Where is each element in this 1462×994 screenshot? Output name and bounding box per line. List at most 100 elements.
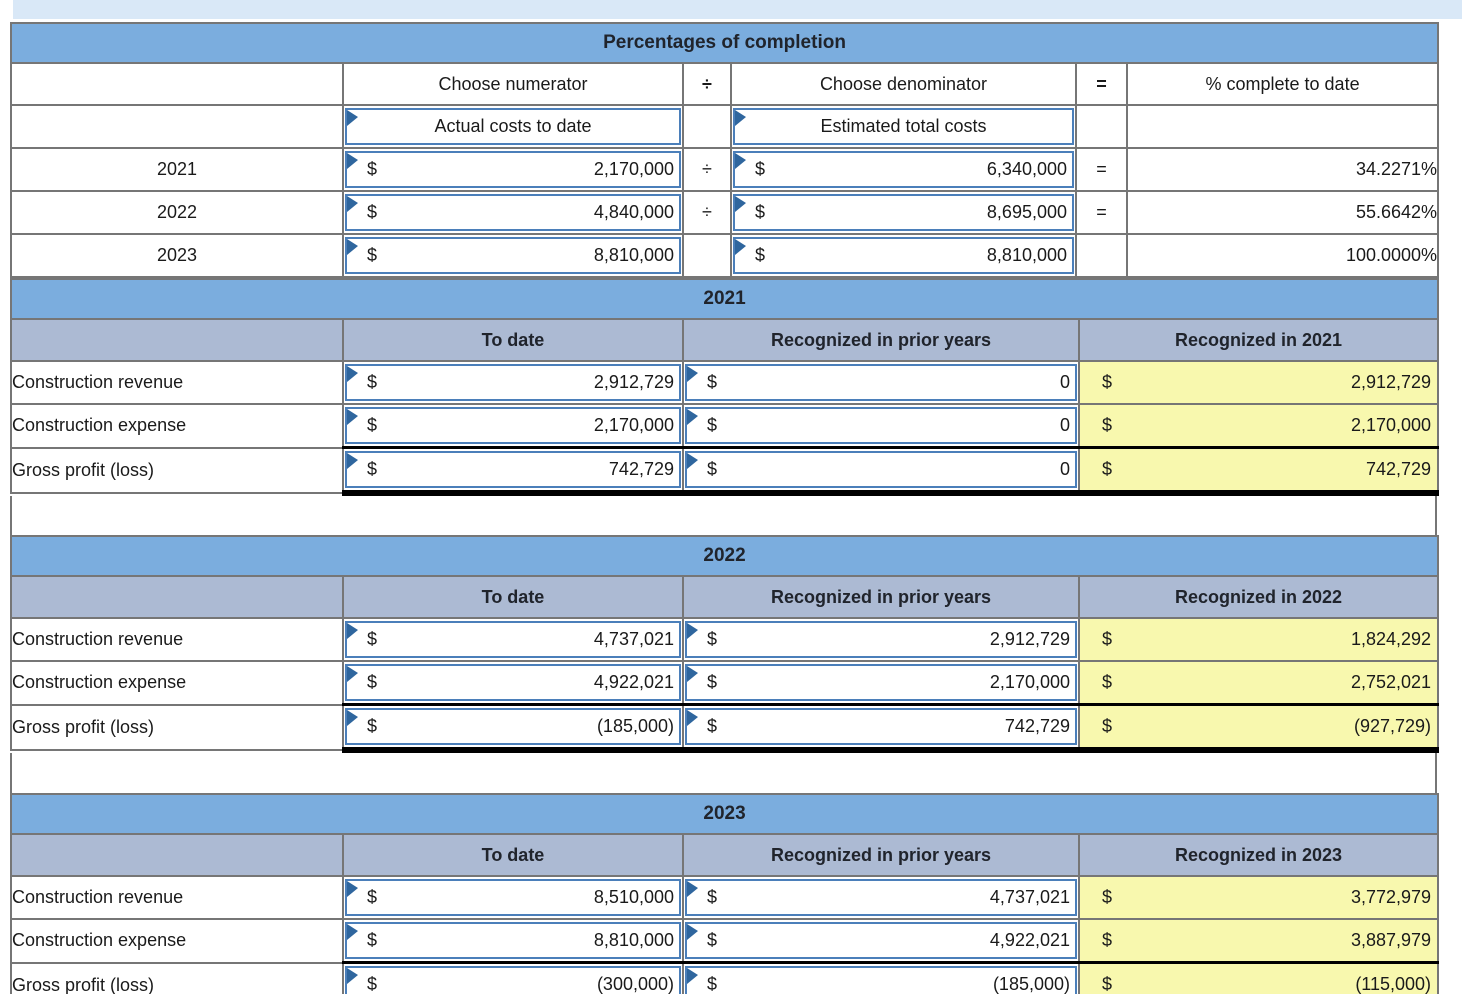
todate-column-header: To date [342, 575, 684, 619]
equals-symbol-header: = [1075, 62, 1128, 106]
answer-flag-icon [687, 623, 698, 639]
prior-years-value: 4,922,021 [989, 930, 1070, 950]
row-label: Construction revenue [10, 360, 344, 405]
year-label: 2022 [10, 190, 344, 235]
prior-years-column-header: Recognized in prior years [682, 575, 1080, 619]
answer-flag-icon [687, 924, 698, 940]
todate-column-header: To date [342, 833, 684, 877]
prior-years-value: 0 [1059, 459, 1070, 479]
todate-input[interactable]: $ (300,000) [345, 966, 681, 994]
answer-flag-icon [687, 710, 698, 726]
answer-flag-icon [347, 453, 358, 469]
equals-symbol [1075, 233, 1128, 278]
prior-years-input[interactable]: $4,737,021 [685, 879, 1077, 916]
answer-flag-icon [687, 968, 698, 984]
prior-years-value: 2,912,729 [989, 629, 1070, 649]
prior-years-input[interactable]: $742,729 [685, 708, 1077, 745]
prior-years-input[interactable]: $0 [685, 451, 1077, 488]
year-2022-table: 2022 To date Recognized in prior years R… [9, 535, 1440, 753]
denominator-input-2023[interactable]: $ 8,810,000 [733, 237, 1074, 274]
todate-value: 2,170,000 [593, 415, 674, 435]
prior-years-value: 0 [1059, 372, 1070, 392]
prior-years-input[interactable]: $0 [685, 364, 1077, 401]
denominator-input-2021[interactable]: $ 6,340,000 [733, 151, 1074, 188]
percentages-table: Percentages of completion Choose numerat… [9, 22, 1440, 278]
currency-symbol: $ [1102, 716, 1113, 736]
todate-input[interactable]: $8,510,000 [345, 879, 681, 916]
answer-flag-icon [347, 968, 358, 984]
recognized-computed-cell: $ (115,000) [1081, 974, 1436, 994]
currency-symbol: $ [707, 459, 718, 479]
prior-years-input[interactable]: $0 [685, 407, 1077, 444]
todate-input[interactable]: $2,912,729 [345, 364, 681, 401]
row-label-header [10, 318, 344, 362]
answer-flag-icon [347, 623, 358, 639]
prior-years-value: 4,737,021 [989, 887, 1070, 907]
percent-complete-value: 34.2271% [1125, 147, 1440, 192]
answer-flag-icon [347, 153, 358, 169]
row-label: Gross profit (loss) [10, 961, 344, 994]
todate-value: 2,912,729 [593, 372, 674, 392]
choose-denominator-header: Choose denominator [730, 62, 1077, 106]
answer-flag-icon [687, 409, 698, 425]
currency-symbol: $ [1102, 930, 1113, 950]
currency-symbol: $ [367, 887, 378, 907]
prior-years-input[interactable]: $ (185,000) [685, 966, 1077, 994]
currency-symbol: $ [1102, 974, 1113, 994]
recognized-value: 2,752,021 [1350, 672, 1432, 692]
percent-complete-header: % complete to date [1125, 62, 1440, 106]
currency-symbol: $ [755, 159, 766, 179]
answer-flag-icon [347, 366, 358, 382]
numerator-value: 8,810,000 [593, 245, 674, 265]
recognized-value: 2,912,729 [1350, 372, 1432, 392]
todate-input[interactable]: $2,170,000 [345, 407, 681, 444]
recognized-value: 742,729 [1365, 459, 1432, 479]
todate-input[interactable]: $8,810,000 [345, 922, 681, 959]
answer-flag-icon [347, 881, 358, 897]
recognized-computed-cell: $2,170,000 [1081, 415, 1436, 436]
year-label: 2021 [10, 147, 344, 192]
prior-years-input[interactable]: $2,912,729 [685, 621, 1077, 658]
todate-input[interactable]: $ (185,000) [345, 708, 681, 745]
year-label: 2023 [10, 233, 344, 278]
recognized-value: (115,000) [1355, 974, 1432, 994]
recognized-computed-cell: $ (927,729) [1081, 716, 1436, 737]
prior-years-input[interactable]: $4,922,021 [685, 922, 1077, 959]
recognized-computed-cell: $2,752,021 [1081, 672, 1436, 693]
prior-years-input[interactable]: $2,170,000 [685, 664, 1077, 701]
divide-symbol [682, 233, 732, 278]
percent-complete-value: 100.0000% [1125, 233, 1440, 278]
denominator-select[interactable]: Estimated total costs [733, 108, 1074, 145]
row-label: Gross profit (loss) [10, 703, 344, 751]
section-year-title: 2021 [9, 278, 1440, 320]
recognized-value: 3,887,979 [1350, 930, 1432, 950]
prior-years-value: 742,729 [1004, 716, 1070, 736]
answer-flag-icon [347, 110, 358, 126]
todate-value: (185,000) [596, 716, 674, 736]
numerator-value: 4,840,000 [593, 202, 674, 222]
answer-flag-icon [735, 239, 746, 255]
year-2023-table: 2023 To date Recognized in prior years R… [9, 793, 1440, 994]
row-label: Gross profit (loss) [10, 446, 344, 494]
top-strip [13, 0, 1462, 19]
currency-symbol: $ [367, 245, 378, 265]
numerator-input-2023[interactable]: $ 8,810,000 [345, 237, 681, 274]
divide-symbol-header: ÷ [682, 62, 732, 106]
prior-years-column-header: Recognized in prior years [682, 318, 1080, 362]
todate-input[interactable]: $4,922,021 [345, 664, 681, 701]
spacer-cell [1075, 104, 1128, 149]
todate-input[interactable]: $4,737,021 [345, 621, 681, 658]
todate-value: 8,510,000 [593, 887, 674, 907]
answer-flag-icon [687, 666, 698, 682]
numerator-input-2022[interactable]: $ 4,840,000 [345, 194, 681, 231]
answer-flag-icon [735, 153, 746, 169]
numerator-input-2021[interactable]: $ 2,170,000 [345, 151, 681, 188]
row-label: Construction expense [10, 403, 344, 449]
currency-symbol: $ [707, 629, 718, 649]
numerator-select[interactable]: Actual costs to date [345, 108, 681, 145]
denominator-input-2022[interactable]: $ 8,695,000 [733, 194, 1074, 231]
section-year-title: 2023 [9, 793, 1440, 835]
todate-input[interactable]: $742,729 [345, 451, 681, 488]
answer-flag-icon [347, 666, 358, 682]
